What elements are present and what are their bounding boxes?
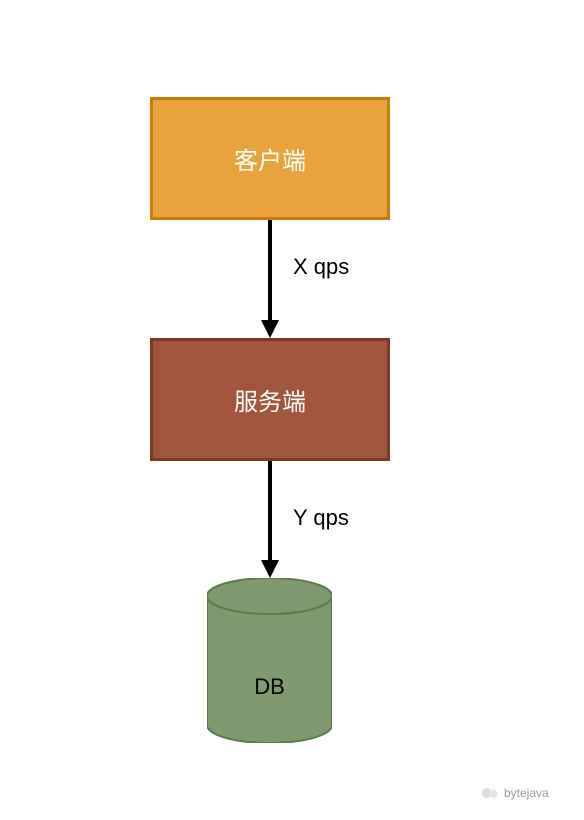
- arrow-client-to-server: [258, 220, 282, 338]
- client-node: 客户端: [150, 97, 390, 220]
- edge-label-server-db: Y qps: [293, 505, 349, 531]
- db-node-label: DB: [207, 674, 332, 700]
- arrow-server-to-db: [258, 461, 282, 578]
- server-node: 服务端: [150, 338, 390, 461]
- watermark-text: bytejava: [504, 786, 549, 800]
- db-node: DB: [207, 578, 332, 743]
- client-node-label: 客户端: [234, 141, 306, 176]
- wechat-icon: [480, 786, 500, 800]
- edge-label-client-server: X qps: [293, 254, 349, 280]
- watermark: bytejava: [480, 786, 549, 800]
- server-node-label: 服务端: [234, 382, 306, 417]
